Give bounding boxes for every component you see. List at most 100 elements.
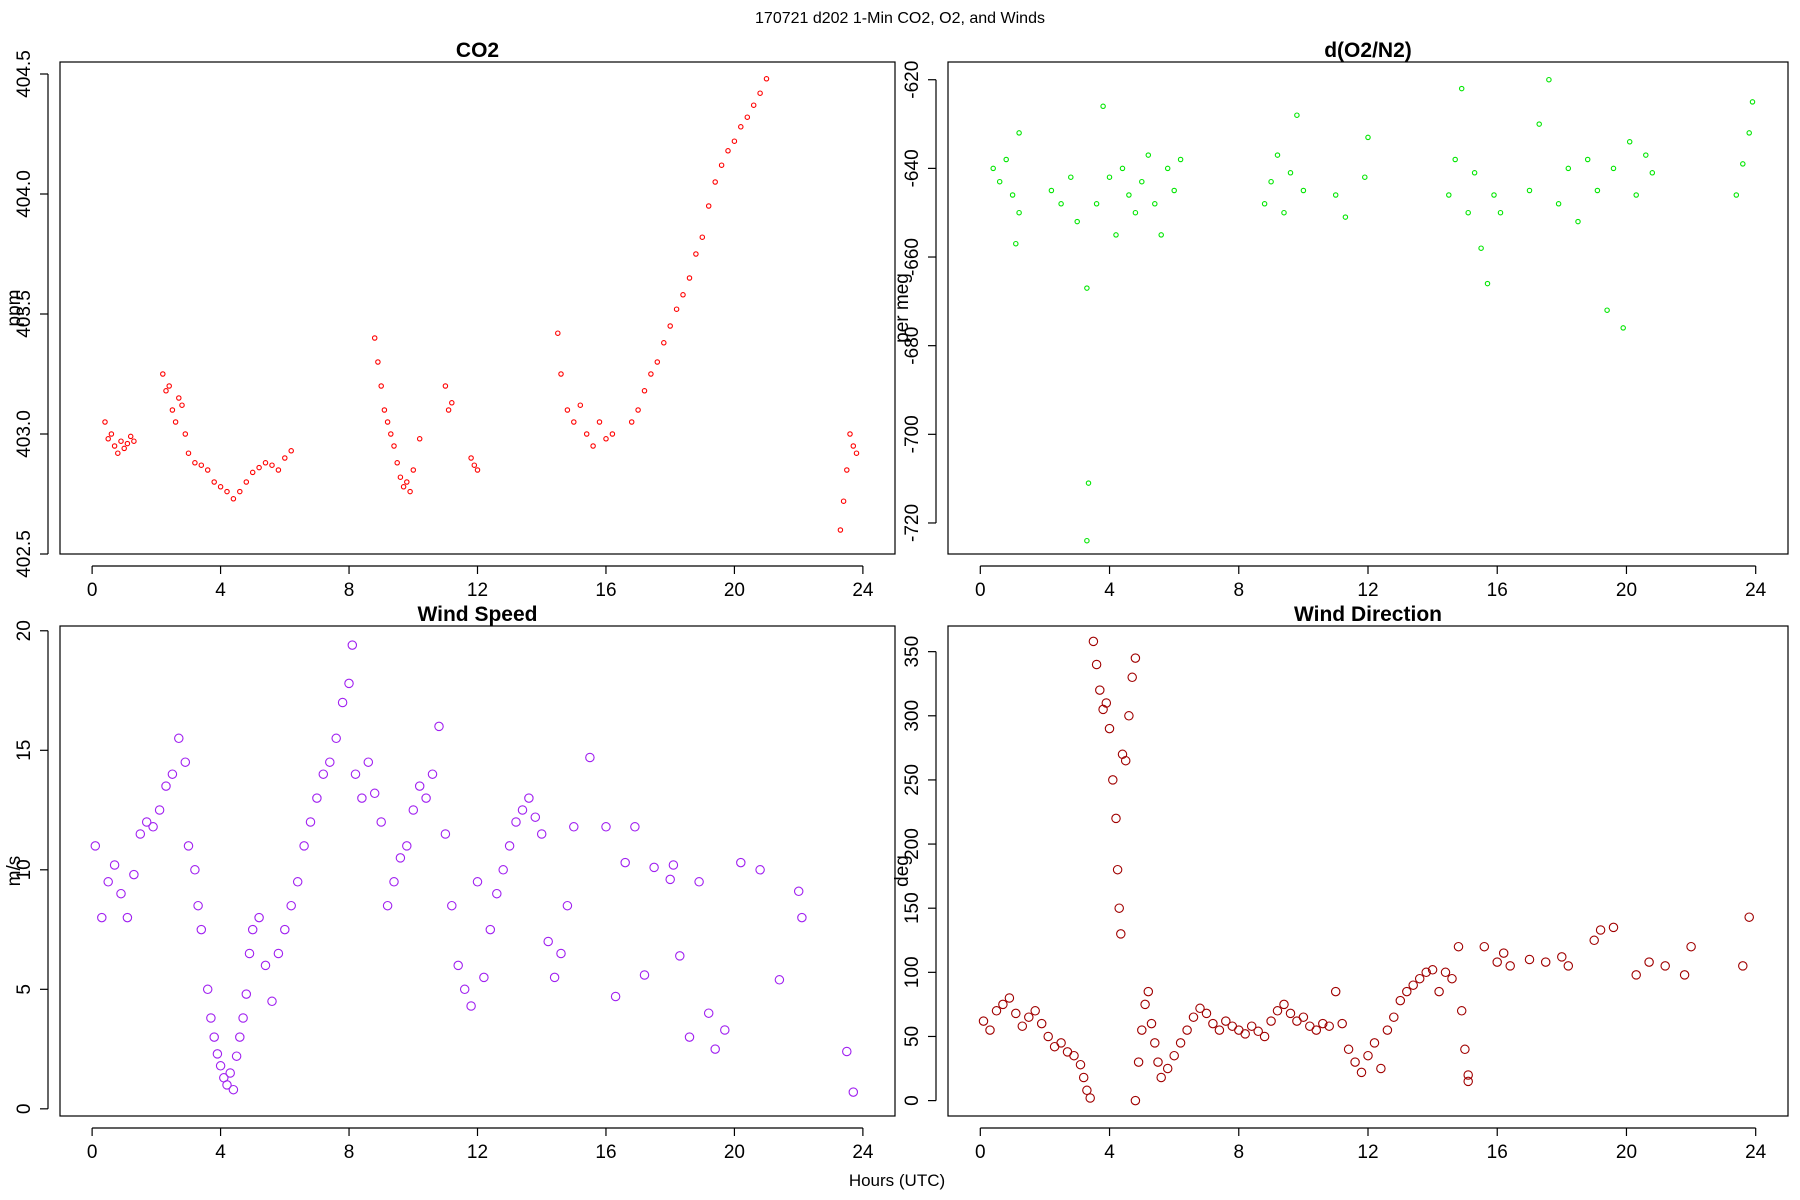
wind-speed-data-point [231,1051,242,1061]
wind-direction-data-point [1130,653,1141,663]
wind-speed-data-point [235,1032,245,1042]
co2-data-point [731,138,738,144]
co2-data-point [449,400,455,406]
wind-direction-data-point [1011,1008,1021,1019]
wind-speed-data-point [154,805,165,815]
co2-data-point [275,467,282,473]
o2-data-point [1565,165,1572,172]
wind-speed-data-point [639,970,650,980]
wind-speed-x-tick-label: 8 [344,1142,355,1163]
wind-direction-data-point [1069,1050,1079,1061]
o2-data-point [1465,209,1471,216]
o2-data-point [1536,121,1542,127]
wind-speed-data-point [215,1061,226,1071]
co2-data-point [850,443,857,449]
wind-speed-data-point [312,793,322,803]
co2-data-point [673,306,680,312]
wind-speed-data-point [498,865,508,875]
wind-speed-data-point [710,1044,720,1054]
wind-direction-data-point [991,1006,1002,1016]
wind-speed-ylabel: m/s [4,856,25,887]
o2-data-point [1342,214,1349,220]
wind-direction-data-point [1330,986,1341,997]
wind-direction-data-point [1505,961,1515,971]
co2-data-point [686,275,693,281]
wind-speed-data-point [376,817,386,827]
wind-speed-data-point [196,924,207,935]
co2-data-point [590,443,596,449]
wind-direction-data-point [1130,1095,1141,1106]
wind-direction-data-point [1298,1012,1309,1022]
co2-data-point [468,455,474,461]
o2-data-point [1491,192,1497,198]
wind-speed-data-point [241,989,252,999]
co2-data-point [407,488,413,495]
wind-speed-data-point [797,912,807,923]
co2-title: CO2 [456,39,499,62]
wind-speed-data-point [183,841,194,851]
wind-direction-data-point [1595,925,1606,935]
wind-direction-data-point [1557,952,1567,962]
wind-speed-data-point [193,900,203,911]
wind-direction-y-tick-label: 150 [902,892,923,924]
wind-direction-data-point [1408,980,1418,990]
wind-direction-data-point [1421,967,1431,978]
wind-direction-y-tick-label: 200 [902,828,923,860]
co2-x-tick-label: 8 [344,580,355,601]
o2-data-point [1478,245,1484,251]
co2-data-point [124,440,131,447]
co2-data-point [397,474,404,480]
o2-data-point [1100,103,1106,110]
wind-speed-data-point [141,817,152,827]
wind-direction-data-point [1686,941,1696,952]
co2-data-point [718,162,725,168]
o2-data-point [1177,156,1184,163]
wind-speed-data-point [103,877,113,887]
wind-speed-data-point [225,1068,235,1078]
co2-data-point [185,450,192,456]
wind-speed-data-point [161,781,171,791]
wind-speed-data-point [129,869,139,880]
wind-direction-data-point [1660,961,1670,971]
co2-data-point [837,527,844,533]
wind-direction-data-point [1369,1038,1380,1048]
wind-speed-data-point [363,757,374,767]
wind-direction-data-point [1043,1031,1053,1042]
wind-direction-data-point [1108,775,1118,785]
wind-speed-data-point [479,972,489,983]
wind-speed-data-point [292,877,303,887]
o2-data-point [1643,152,1649,158]
wind-speed-data-point [793,886,804,897]
co2-data-point [416,436,423,442]
co2-data-point [844,467,850,473]
wind-direction-data-point [1116,929,1126,939]
o2-data-point [1119,165,1126,172]
co2-data-point [635,407,641,413]
wind-direction-x-tick-label: 20 [1616,1142,1637,1163]
wind-speed-data-point [90,841,101,851]
wind-direction-data-point [1095,685,1105,695]
co2-data-point [400,484,407,490]
co2-data-point [757,90,763,96]
o2-data-point [1300,187,1307,194]
o2-title: d(O2/N2) [1324,39,1412,62]
co2-data-point [163,388,169,394]
wind-speed-title: Wind Speed [418,603,538,626]
o2-data-point [1446,192,1452,198]
o2-data-point [1158,232,1164,238]
wind-direction-data-point [1427,965,1438,975]
co2-data-point [262,460,269,466]
wind-speed-x-tick-label: 24 [852,1142,874,1163]
wind-speed-x-tick-label: 0 [87,1142,98,1163]
wind-speed-data-point [720,1025,730,1035]
wind-speed-data-point [530,812,541,822]
wind-speed-data-point [331,733,341,744]
wind-direction-data-point [1266,1016,1276,1026]
o2-data-point [1749,99,1756,105]
wind-speed-data-point [209,1032,219,1042]
co2-y-tick-label: 404.5 [14,50,35,98]
wind-direction-data-point [1150,1038,1160,1048]
wind-speed-data-point [549,972,560,983]
wind-speed-data-point [357,793,367,803]
